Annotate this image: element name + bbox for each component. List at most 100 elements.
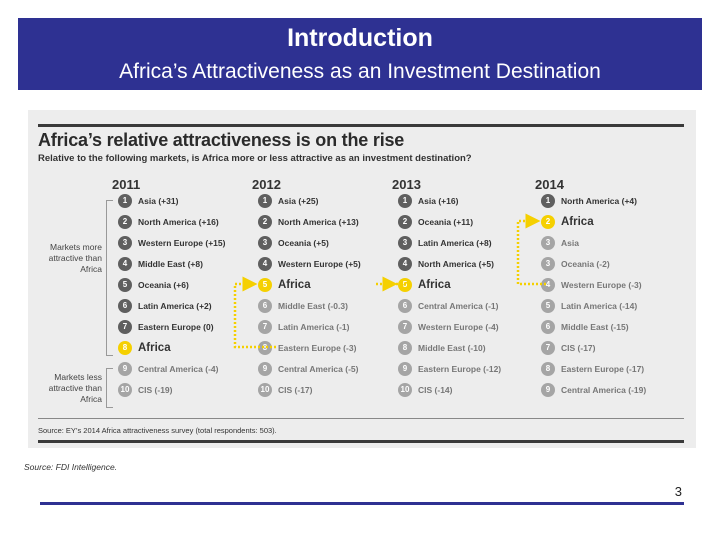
market-label: Central America (-5) <box>278 363 359 374</box>
rank-badge: 3 <box>541 256 555 271</box>
rank-badge: 3 <box>541 235 555 250</box>
rank-badge: 3 <box>398 235 412 250</box>
rank-badge: 4 <box>398 256 412 271</box>
market-label: CIS (-17) <box>561 342 596 353</box>
market-row: 7 Eastern Europe (0) <box>118 318 214 335</box>
market-row: 9 Central America (-19) <box>541 381 646 398</box>
market-label: Central America (-1) <box>418 300 499 311</box>
market-label: Asia (+16) <box>418 195 459 206</box>
market-row: 6 Middle East (-15) <box>541 318 629 335</box>
market-row: 10 CIS (-14) <box>398 381 452 398</box>
rank-badge: 7 <box>258 319 272 334</box>
more-attractive-label: Markets more attractive than Africa <box>48 242 102 274</box>
rank-badge: 1 <box>398 193 412 208</box>
market-label: Middle East (+8) <box>138 258 203 269</box>
market-row: 10 CIS (-19) <box>118 381 172 398</box>
rank-badge: 1 <box>541 193 555 208</box>
market-row: 6 Central America (-1) <box>398 297 498 314</box>
market-label: Eastern Europe (0) <box>138 321 214 332</box>
market-label: Latin America (+2) <box>138 300 212 311</box>
rank-badge: 9 <box>398 361 412 376</box>
market-row: 3 Latin America (+8) <box>398 234 492 251</box>
rank-badge: 6 <box>258 298 272 313</box>
chart-source-rule <box>38 418 684 419</box>
rank-badge: 4 <box>258 256 272 271</box>
market-row: 1 North America (+4) <box>541 192 637 209</box>
market-row: 8 Eastern Europe (-17) <box>541 360 644 377</box>
rank-badge: 9 <box>541 382 555 397</box>
market-label: Latin America (+8) <box>418 237 492 248</box>
more-attractive-bracket <box>106 200 113 356</box>
rank-badge: 2 <box>398 214 412 229</box>
rank-badge: 5 <box>541 298 555 313</box>
rank-badge: 7 <box>118 319 132 334</box>
market-row: 1 Asia (+31) <box>118 192 178 209</box>
year-2013: 2013 <box>392 177 421 192</box>
africa-row-2011: 8 Africa <box>118 339 171 356</box>
market-row: 6 Latin America (+2) <box>118 297 212 314</box>
market-row: 2 North America (+16) <box>118 213 219 230</box>
chart-top-rule <box>38 124 684 127</box>
market-row: 3 Western Europe (+15) <box>118 234 225 251</box>
market-label: CIS (-19) <box>138 384 173 395</box>
market-row: 4 Western Europe (-3) <box>541 276 642 293</box>
rank-badge: 9 <box>258 361 272 376</box>
rank-badge: 8 <box>258 340 272 355</box>
rank-badge: 6 <box>541 319 555 334</box>
year-2012: 2012 <box>252 177 281 192</box>
market-label: Latin America (-14) <box>561 300 638 311</box>
market-row: 7 CIS (-17) <box>541 339 595 356</box>
slide-header: Introduction Africa’s Attractiveness as … <box>18 18 702 90</box>
market-row: 3 Oceania (-2) <box>541 255 610 272</box>
chart-subtitle: Relative to the following markets, is Af… <box>38 153 472 164</box>
slide-subtitle: Africa’s Attractiveness as an Investment… <box>119 60 601 83</box>
slide-title: Introduction <box>287 24 433 52</box>
chart-title: Africa’s relative attractiveness is on t… <box>38 130 405 150</box>
market-label: Central America (-19) <box>561 384 647 395</box>
market-label: Western Europe (-3) <box>561 279 642 290</box>
rank-badge: 2 <box>118 214 132 229</box>
page-number: 3 <box>674 484 682 499</box>
market-label: North America (+13) <box>278 216 359 227</box>
market-label: Oceania (-2) <box>561 258 610 269</box>
chart-source: Source: EY’s 2014 Africa attractiveness … <box>38 426 277 435</box>
market-row: 3 Asia <box>541 234 579 251</box>
less-attractive-bracket <box>106 368 113 408</box>
africa-arrow <box>516 213 546 286</box>
market-label: Latin America (-1) <box>278 321 350 332</box>
market-row: 9 Central America (-5) <box>258 360 358 377</box>
market-row: 1 Asia (+16) <box>398 192 458 209</box>
market-label: Middle East (-10) <box>418 342 486 353</box>
market-label: Oceania (+5) <box>278 237 329 248</box>
market-label: Asia <box>561 237 579 248</box>
market-label: Asia (+25) <box>278 195 319 206</box>
market-row: 4 Western Europe (+5) <box>258 255 361 272</box>
market-label: Africa <box>561 215 594 228</box>
africa-movement-arrows <box>233 213 546 349</box>
market-row: 5 Latin America (-14) <box>541 297 637 314</box>
market-label: Eastern Europe (-3) <box>278 342 357 353</box>
rank-badge: 8 <box>118 340 132 355</box>
rank-badge: 10 <box>258 382 272 397</box>
rank-badge: 4 <box>541 277 555 292</box>
market-row: 9 Eastern Europe (-12) <box>398 360 501 377</box>
market-row: 10 CIS (-17) <box>258 381 312 398</box>
market-label: Africa <box>418 278 451 291</box>
rank-badge: 5 <box>118 277 132 292</box>
rank-badge: 8 <box>541 361 555 376</box>
year-2014: 2014 <box>535 177 564 192</box>
rank-badge: 3 <box>118 235 132 250</box>
market-row: 9 Central America (-4) <box>118 360 218 377</box>
market-label: Africa <box>278 278 311 291</box>
market-label: Africa <box>138 341 171 354</box>
market-label: Oceania (+6) <box>138 279 189 290</box>
market-row: 4 Middle East (+8) <box>118 255 203 272</box>
market-label: CIS (-14) <box>418 384 453 395</box>
rank-badge: 4 <box>118 256 132 271</box>
footer-line <box>40 502 684 505</box>
market-row: 2 Oceania (+11) <box>398 213 473 230</box>
market-row: 2 North America (+13) <box>258 213 359 230</box>
market-row: 3 Oceania (+5) <box>258 234 329 251</box>
source-note: Source: FDI Intelligence. <box>24 462 118 472</box>
chart-bottom-rule <box>38 440 684 443</box>
